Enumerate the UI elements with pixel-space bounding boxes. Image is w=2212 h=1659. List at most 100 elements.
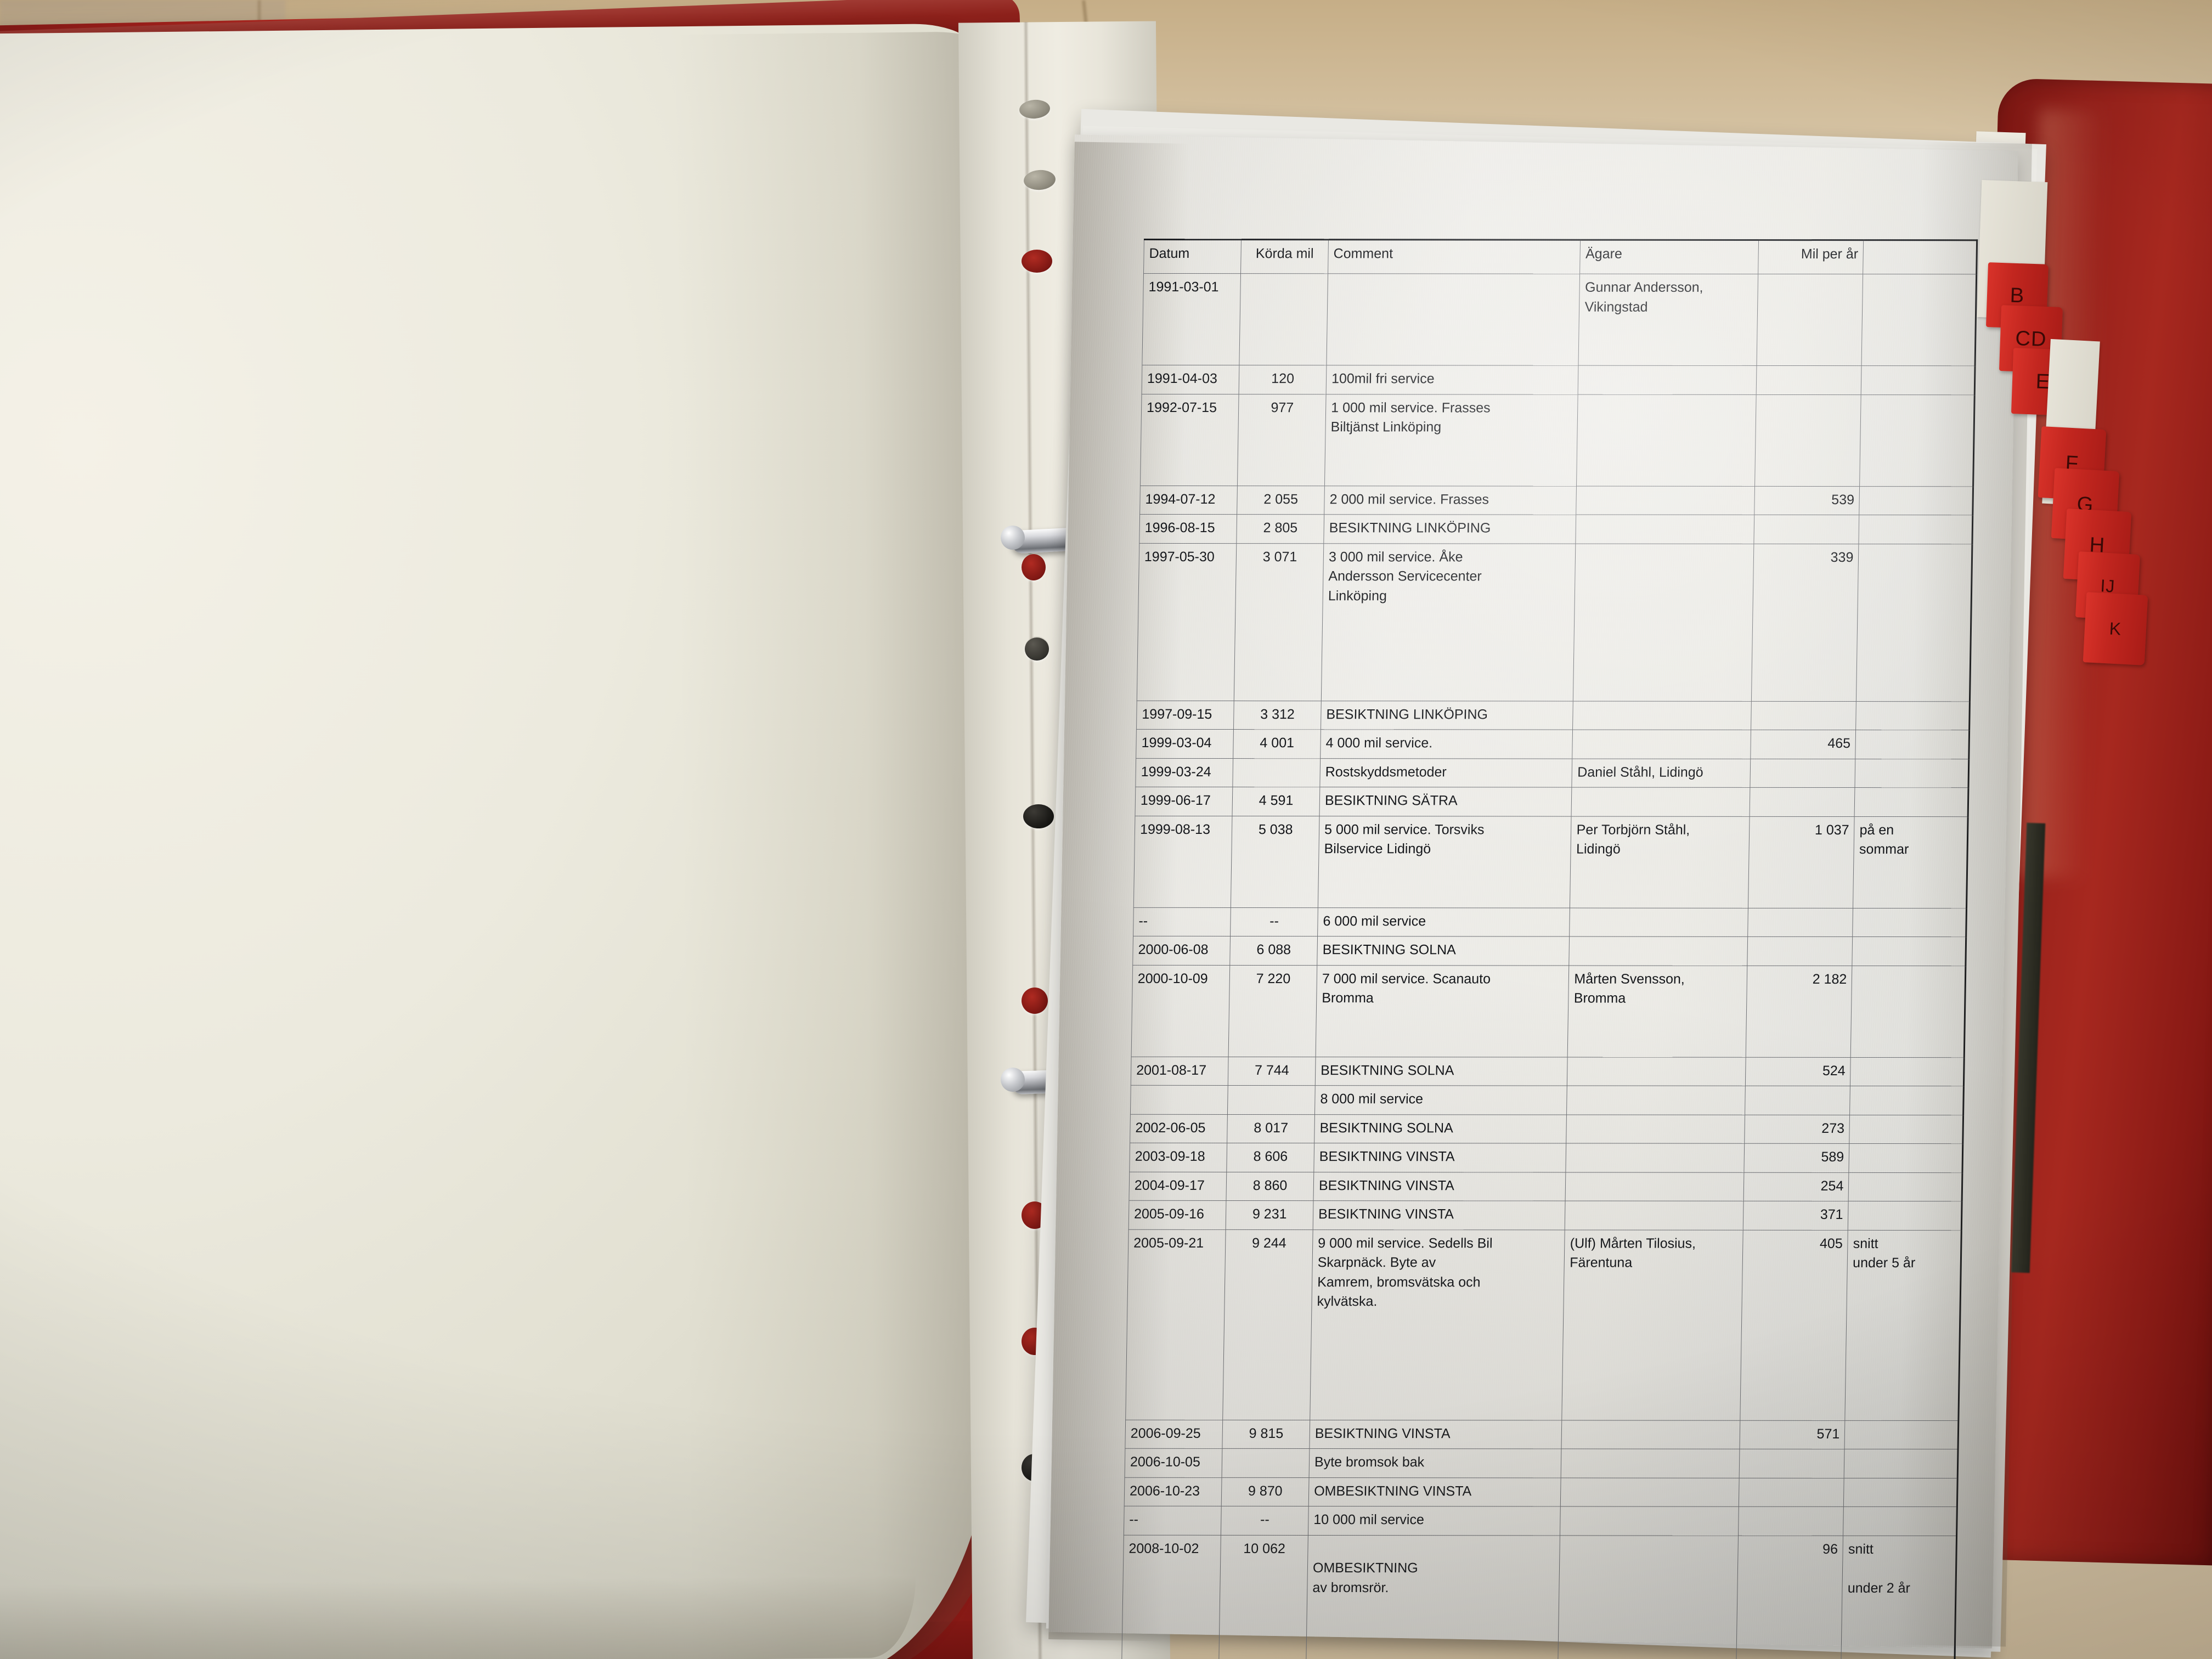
cell-note bbox=[1850, 965, 1966, 1058]
cell-agare bbox=[1573, 701, 1752, 730]
cell-korda-mil: 120 bbox=[1239, 365, 1327, 394]
table-row: 1994-07-12 2 055 2 000 mil service. Frasse… bbox=[1139, 485, 1973, 515]
cell-note bbox=[1855, 759, 1969, 788]
service-history-table: Datum Körda mil Comment Ägare Mil per år… bbox=[1113, 239, 1978, 1659]
cell-note bbox=[1850, 1057, 1965, 1086]
cell-note bbox=[1852, 936, 1966, 966]
cell-mil-per-ar: 273 bbox=[1745, 1114, 1850, 1144]
cell-korda-mil: 8 860 bbox=[1226, 1171, 1314, 1201]
cell-mil-per-ar: 539 bbox=[1754, 486, 1860, 515]
cell-korda-mil: 9 231 bbox=[1226, 1200, 1314, 1230]
cell-comment: 6 000 mil service bbox=[1317, 907, 1570, 937]
table-row: 1999-08-13 5 038 5 000 mil service. Torsvi… bbox=[1133, 815, 1968, 909]
col-header-mil-per-ar: Mil per år bbox=[1758, 240, 1864, 274]
cell-note bbox=[1855, 701, 1970, 730]
table-row: 1997-05-30 3 071 3 000 mil service. Åke And… bbox=[1137, 543, 1972, 702]
cell-agare bbox=[1561, 1448, 1740, 1478]
table-row: 2006-09-25 9 815 BESIKTNING VINSTA 571 bbox=[1125, 1419, 1959, 1449]
cell-agare bbox=[1573, 543, 1754, 701]
cell-korda-mil: 9 815 bbox=[1222, 1419, 1310, 1449]
index-tab-k[interactable]: K bbox=[2083, 592, 2148, 665]
col-header-agare: Ägare bbox=[1580, 240, 1759, 274]
cell-comment: BESIKTNING LINKÖPING bbox=[1323, 514, 1577, 544]
cell-korda-mil: 2 805 bbox=[1237, 514, 1324, 544]
cell-note bbox=[1853, 907, 1967, 937]
table-row: 2004-09-17 8 860 BESIKTNING VINSTA 254 bbox=[1128, 1171, 1962, 1201]
cell-datum: 1997-05-30 bbox=[1137, 543, 1237, 701]
cell-agare: Mårten Svensson, Bromma bbox=[1567, 965, 1748, 1057]
cell-datum: 1997-09-15 bbox=[1136, 700, 1234, 730]
cell-mil-per-ar bbox=[1755, 394, 1861, 487]
table-row: -- -- 6 000 mil service bbox=[1133, 907, 1967, 937]
cell-korda-mil: 6 088 bbox=[1229, 936, 1318, 966]
cell-korda-mil bbox=[1239, 273, 1328, 365]
cell-note bbox=[1855, 730, 1970, 759]
cell-datum: 1999-08-13 bbox=[1133, 815, 1233, 908]
cell-mil-per-ar bbox=[1750, 758, 1856, 788]
cell-comment: OMBESIKTNING av bromsrör. bbox=[1305, 1535, 1560, 1659]
table-header-row: Datum Körda mil Comment Ägare Mil per år bbox=[1143, 239, 1977, 274]
cell-comment: 100mil fri service bbox=[1326, 365, 1579, 394]
table-row: 1997-09-15 3 312 BESIKTNING LINKÖPING bbox=[1136, 700, 1970, 730]
cell-note bbox=[1849, 1086, 1964, 1115]
cell-note bbox=[1843, 1477, 1958, 1507]
cell-datum: 1992-07-15 bbox=[1140, 393, 1239, 486]
cell-datum: 1994-07-12 bbox=[1139, 485, 1238, 515]
cell-mil-per-ar bbox=[1757, 274, 1863, 366]
punch-hole bbox=[1023, 804, 1054, 828]
cell-note bbox=[1856, 544, 1972, 702]
cell-mil-per-ar: 371 bbox=[1743, 1201, 1849, 1230]
cell-mil-per-ar: 1 037 bbox=[1748, 816, 1855, 908]
cell-comment: BESIKTNING VINSTA bbox=[1313, 1143, 1567, 1172]
table-row: 1991-04-03 120 100mil fri service bbox=[1142, 365, 1976, 395]
cell-datum: -- bbox=[1124, 1506, 1222, 1535]
cell-korda-mil bbox=[1227, 1085, 1316, 1115]
cell-agare bbox=[1576, 486, 1756, 515]
cell-agare bbox=[1576, 515, 1755, 544]
table-row: 2000-10-09 7 220 7 000 mil service. Scanau… bbox=[1131, 964, 1966, 1058]
cell-korda-mil: 3 312 bbox=[1233, 701, 1322, 730]
cell-agare bbox=[1566, 1086, 1746, 1115]
cell-agare bbox=[1567, 1057, 1746, 1086]
cell-note bbox=[1859, 515, 1973, 544]
table-row: 1999-03-04 4 001 4 000 mil service. 465 bbox=[1136, 729, 1970, 759]
table-row: 2006-10-23 9 870 OMBESIKTNING VINSTA bbox=[1124, 1477, 1958, 1507]
cell-agare bbox=[1566, 1143, 1745, 1172]
cell-agare bbox=[1571, 787, 1751, 816]
cell-datum: 1999-03-24 bbox=[1135, 758, 1233, 787]
cell-datum: 1999-06-17 bbox=[1135, 787, 1233, 816]
cell-note bbox=[1844, 1449, 1959, 1479]
cell-note bbox=[1861, 365, 1976, 395]
cell-mil-per-ar: 2 182 bbox=[1746, 965, 1853, 1057]
cell-comment: 2 000 mil service. Frasses bbox=[1324, 486, 1577, 515]
cell-datum: 2000-06-08 bbox=[1132, 936, 1231, 965]
cell-mil-per-ar: 254 bbox=[1743, 1172, 1849, 1201]
cell-datum: 1996-08-15 bbox=[1139, 514, 1237, 544]
cell-agare: Gunnar Andersson, Vikingstad bbox=[1578, 274, 1759, 366]
cell-note bbox=[1859, 486, 1973, 515]
cell-korda-mil: 8 606 bbox=[1227, 1143, 1314, 1172]
table-row: 1999-06-17 4 591 BESIKTNING SÄTRA bbox=[1135, 787, 1968, 817]
cell-note bbox=[1848, 1201, 1962, 1231]
cell-comment: 4 000 mil service. bbox=[1320, 729, 1573, 759]
cell-comment: 1 000 mil service. Frasses Biltjänst Link… bbox=[1324, 394, 1578, 486]
service-history-document: Datum Körda mil Comment Ägare Mil per år… bbox=[1121, 239, 1978, 1659]
cell-mil-per-ar: 524 bbox=[1745, 1057, 1851, 1086]
index-tab-group: B CD E F G H IJ K bbox=[1975, 179, 2212, 872]
cell-mil-per-ar bbox=[1748, 907, 1853, 937]
cell-agare bbox=[1560, 1477, 1740, 1507]
cell-mil-per-ar bbox=[1747, 936, 1853, 966]
cell-agare bbox=[1566, 1114, 1746, 1144]
punch-hole bbox=[1025, 636, 1049, 659]
cell-comment: OMBESIKTNING VINSTA bbox=[1308, 1477, 1561, 1506]
cell-korda-mil: -- bbox=[1230, 907, 1318, 936]
cell-mil-per-ar bbox=[1756, 365, 1862, 395]
cell-note: snitt under 5 år bbox=[1845, 1229, 1962, 1421]
cell-agare: (Ulf) Mårten Tilosius, Färentuna bbox=[1562, 1229, 1743, 1420]
cell-korda-mil bbox=[1222, 1448, 1310, 1478]
punch-hole bbox=[1022, 250, 1052, 273]
cell-note: på en sommar bbox=[1853, 816, 1968, 909]
cell-comment: BESIKTNING VINSTA bbox=[1313, 1200, 1566, 1230]
col-header-datum: Datum bbox=[1143, 239, 1242, 274]
cell-korda-mil: 7 744 bbox=[1228, 1056, 1316, 1086]
